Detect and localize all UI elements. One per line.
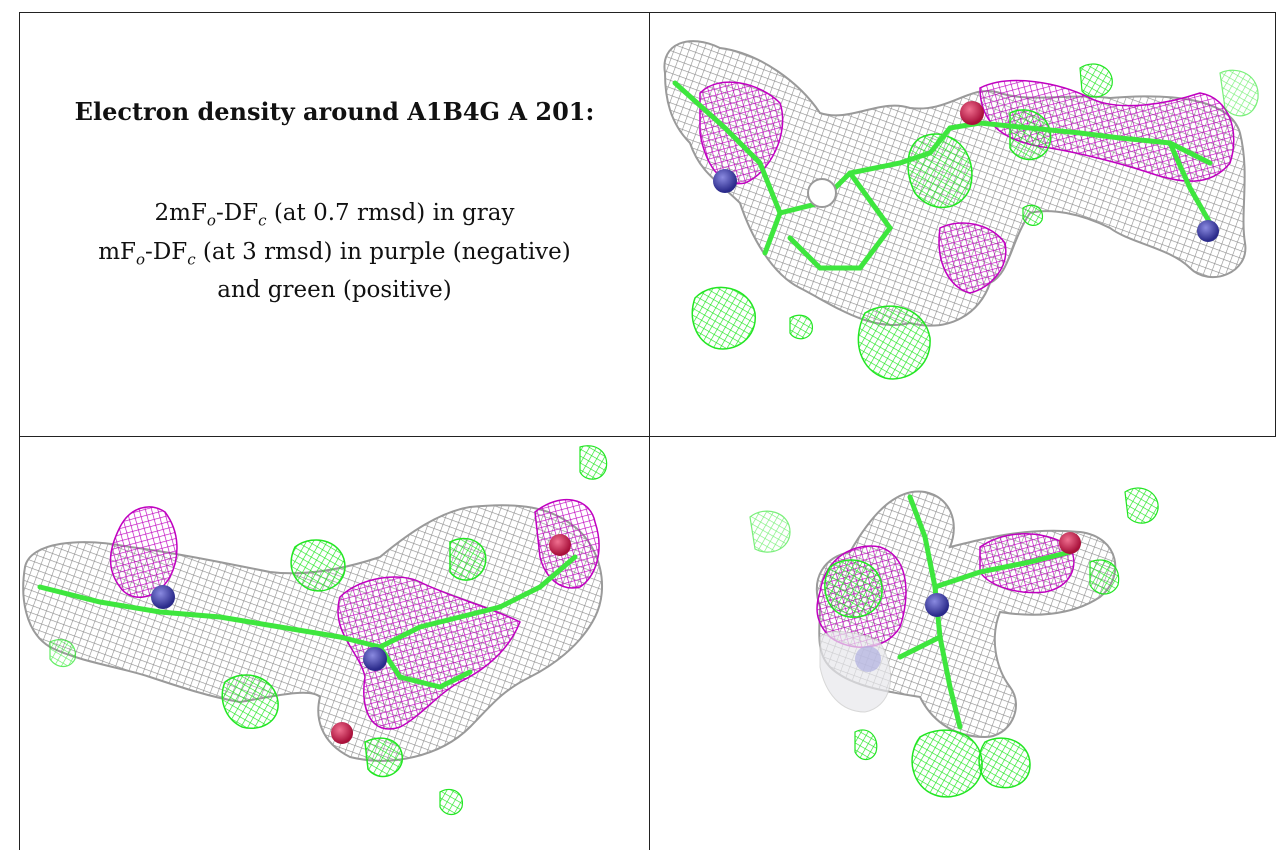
mesh-positive-blob-1 — [749, 510, 791, 553]
mesh-positive-blob-7 — [854, 729, 878, 761]
oxygen-atom-2 — [549, 534, 571, 556]
ring-hole — [807, 178, 837, 208]
caption-line-fofc: mFo-DFc (at 3 rmsd) in purple (negative) — [20, 237, 649, 276]
oxygen-atom — [1059, 532, 1081, 554]
mesh-positive-blob-3 — [911, 729, 983, 798]
table-rule-left — [19, 12, 20, 850]
caption-2fofc-sub-c: c — [258, 211, 267, 230]
table-rule-top — [19, 12, 1276, 13]
density-view-bottom-left — [20, 437, 649, 850]
mesh-positive-blob-5 — [1219, 69, 1259, 117]
caption-2fofc-term-a: 2mF — [154, 200, 207, 226]
caption-line-positive: and green (positive) — [217, 277, 452, 304]
oxygen-atom — [331, 722, 353, 744]
caption-2fofc-term-b: -DF — [215, 200, 259, 226]
nitrogen-atom-2 — [1197, 220, 1219, 242]
nitrogen-atom — [925, 593, 949, 617]
mesh-positive-blob-6 — [439, 788, 464, 816]
nitrogen-atom — [713, 169, 737, 193]
nitrogen-atom-2 — [363, 647, 387, 671]
mesh-positive-mid — [907, 133, 973, 209]
caption-fofc-sub-o: o — [136, 250, 146, 269]
mesh-positive-blob-3 — [789, 314, 814, 340]
mesh-positive-blob-5 — [1124, 487, 1159, 524]
mesh-positive-blob-5 — [579, 445, 608, 480]
mesh-negative-right — [979, 79, 1235, 182]
caption-fofc-desc: (at 3 rmsd) in purple (negative) — [195, 238, 571, 265]
mesh-positive-blob-6 — [1022, 204, 1044, 226]
table-rule-middle — [19, 436, 1276, 437]
mesh-positive-blob-7 — [49, 638, 77, 668]
density-view-bottom-right — [650, 437, 1275, 850]
mesh-positive-blob-6 — [1089, 559, 1120, 595]
mesh-2fofc-back — [819, 631, 892, 713]
mesh-positive-blob-1 — [691, 286, 756, 350]
caption-cell: Electron density around A1B4G A 201: 2mF… — [20, 13, 649, 436]
mesh-negative-left — [699, 81, 784, 185]
nitrogen-atom-faded — [855, 646, 881, 672]
oxygen-atom — [960, 101, 984, 125]
caption-fofc-sub-c: c — [187, 250, 196, 269]
nitrogen-atom — [151, 585, 175, 609]
caption-line-2fofc: 2mFo-DFc (at 0.7 rmsd) in gray — [20, 198, 649, 237]
density-render-3 — [749, 487, 1159, 798]
mesh-positive-blob-2 — [449, 537, 487, 581]
caption-title: Electron density around A1B4G A 201: — [74, 97, 595, 126]
mesh-negative-center — [938, 222, 1007, 294]
mesh-positive-blob-1 — [290, 539, 346, 592]
mesh-positive-blob-3 — [221, 674, 279, 729]
caption-fofc-term-b: -DF — [145, 238, 188, 265]
mesh-positive-blob-2 — [857, 305, 931, 380]
mesh-positive-blob-4 — [1079, 63, 1113, 98]
model-sticks — [37, 554, 578, 690]
density-render-1 — [663, 40, 1259, 380]
caption-fofc-term-a: mF — [98, 238, 137, 265]
caption-2fofc-desc: (at 0.7 rmsd) in gray — [266, 200, 515, 226]
mesh-positive-blob-4 — [364, 737, 403, 778]
density-view-top-right — [650, 13, 1275, 436]
caption-block: Electron density around A1B4G A 201: 2mF… — [20, 97, 649, 306]
mesh-positive-blob-4 — [978, 737, 1031, 789]
mesh-negative-left — [109, 506, 178, 598]
density-render-2 — [22, 445, 608, 816]
table-rule-center — [649, 12, 650, 850]
caption-2fofc-sub-o: o — [206, 211, 216, 230]
mesh-positive-blob-2 — [824, 559, 883, 618]
mesh-positive-mid2 — [1009, 109, 1052, 161]
